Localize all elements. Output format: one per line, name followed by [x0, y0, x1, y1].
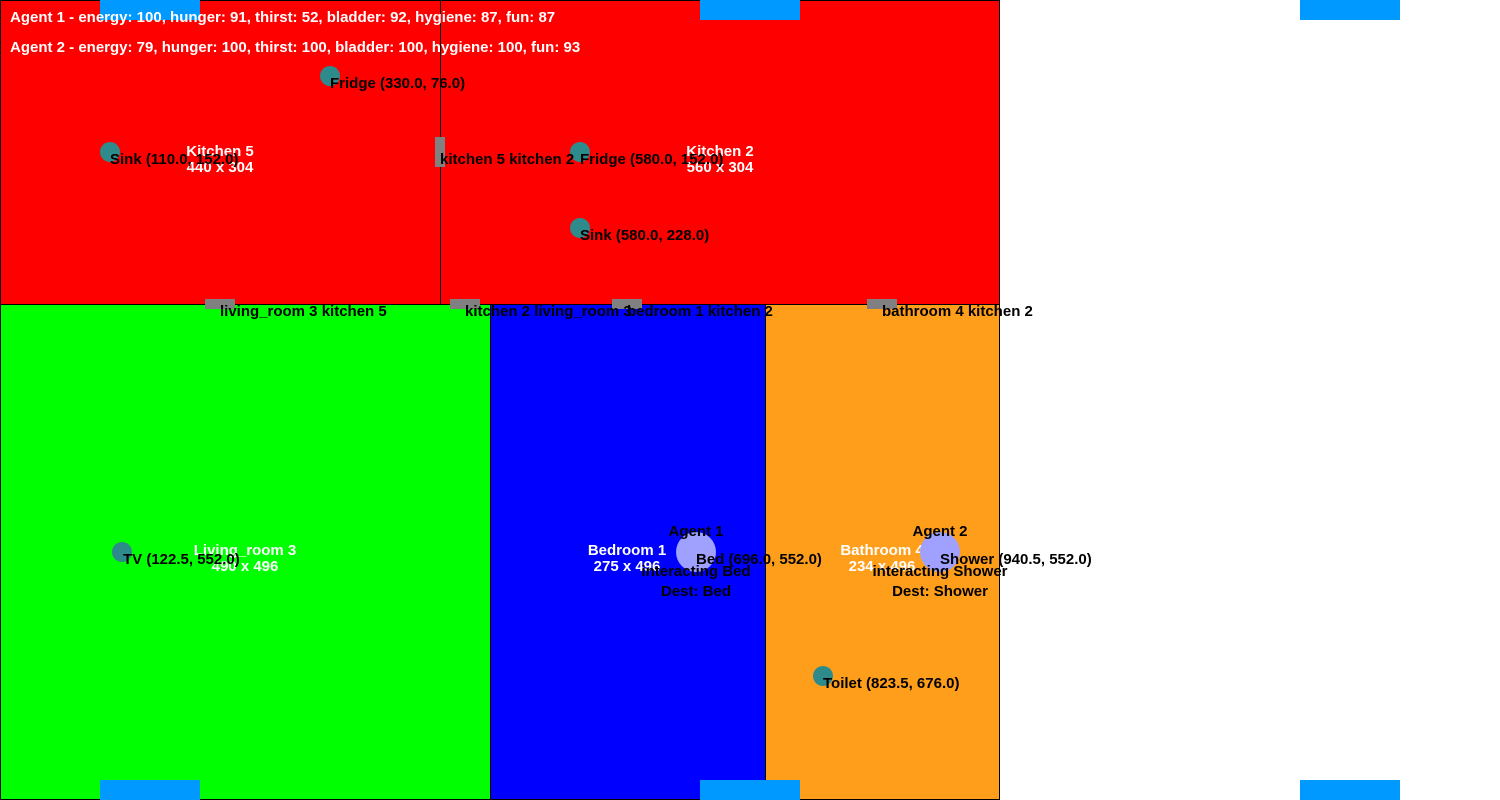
door-label-bedroom1-kitchen2: bedroom 1 kitchen 2: [627, 303, 773, 320]
tv-marker[interactable]: [112, 542, 132, 562]
door-kitchen2-living-room3[interactable]: [450, 299, 480, 309]
window-bottom-3: [1300, 780, 1400, 800]
agent-1-status: interacting Bed: [641, 563, 751, 580]
door-label-bathroom4-kitchen2: bathroom 4 kitchen 2: [882, 303, 1033, 320]
bed-label: Bed (696.0, 552.0): [696, 551, 822, 568]
door-label-kitchen5-kitchen2: kitchen 5 kitchen 2: [440, 151, 575, 168]
window-top-3: [1300, 0, 1400, 20]
agent-2-avatar[interactable]: [920, 532, 960, 572]
room-label-kitchen-5: Kitchen 5 440 x 304: [186, 143, 254, 176]
room-kitchen-2: [440, 0, 1000, 305]
sink-marker[interactable]: [100, 142, 120, 162]
fridge-marker[interactable]: [320, 66, 340, 86]
sink-label: Sink (580.0, 228.0): [580, 227, 710, 244]
door-label-living-room3-kitchen5: living_room 3 kitchen 5: [220, 303, 387, 320]
tv-label: TV (122.5, 552.0): [123, 551, 240, 568]
fridge-label: Fridge (580.0, 152.0): [580, 151, 724, 168]
toilet-marker[interactable]: [813, 666, 833, 686]
agent-2-name: Agent 2: [912, 523, 968, 540]
agent-1-destination: Dest: Bed: [660, 583, 732, 600]
room-label-bedroom-1: Bedroom 1 275 x 496: [587, 542, 667, 575]
agent-1-stats: Agent 1 - energy: 100, hunger: 91, thirs…: [10, 9, 556, 26]
toilet-label: Toilet (823.5, 676.0): [823, 675, 960, 692]
room-label-bathroom-4: Bathroom 4 234 x 496: [840, 542, 924, 575]
room-label-kitchen-2: Kitchen 2 560 x 304: [686, 143, 754, 176]
agent-1-avatar[interactable]: [676, 532, 716, 572]
door-bedroom1-kitchen2[interactable]: [612, 299, 642, 309]
window-bottom-2: [700, 780, 800, 800]
door-living-room3-kitchen5[interactable]: [205, 299, 235, 309]
window-bottom-1: [100, 780, 200, 800]
agent-1-name: Agent 1: [668, 523, 724, 540]
room-bedroom-1: [490, 304, 766, 800]
shower-label: Shower (940.5, 552.0): [940, 551, 1092, 568]
window-top-2: [700, 0, 800, 20]
room-label-living-room-3: Living_room 3 490 x 496: [193, 542, 297, 575]
sink-marker[interactable]: [570, 218, 590, 238]
door-label-kitchen2-living-room3: kitchen 2 living_room 3: [465, 303, 632, 320]
door-bathroom4-kitchen2[interactable]: [867, 299, 897, 309]
agent-2-destination: Dest: Shower: [892, 583, 988, 600]
door-kitchen5-kitchen2[interactable]: [435, 137, 445, 167]
sink-label: Sink (110.0, 152.0): [110, 151, 239, 168]
room-kitchen-5: [0, 0, 441, 305]
window-top-1: [100, 0, 200, 20]
fridge-label: Fridge (330.0, 76.0): [330, 75, 466, 92]
room-bathroom-4: [765, 304, 1000, 800]
agent-2-status: interacting Shower: [872, 563, 1008, 580]
fridge-marker[interactable]: [570, 142, 590, 162]
agent-2-stats: Agent 2 - energy: 79, hunger: 100, thirs…: [10, 39, 581, 56]
